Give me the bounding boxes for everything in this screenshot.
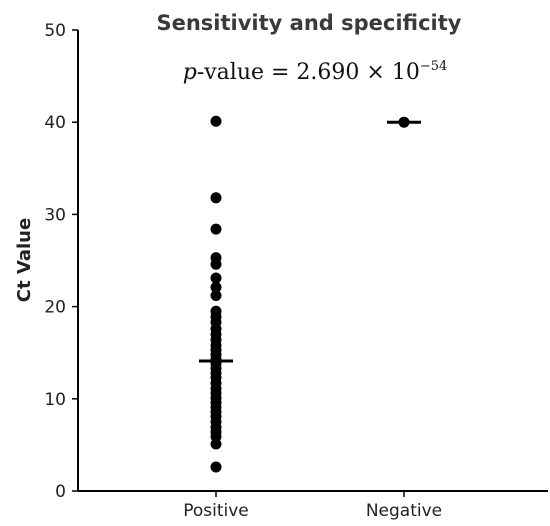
data-point: [210, 192, 222, 204]
data-point: [210, 115, 222, 127]
data-point: [210, 272, 222, 284]
p-value-exponent: −54: [420, 59, 447, 74]
data-point: [210, 438, 222, 450]
x-tick-label: Positive: [183, 501, 249, 521]
p-value-text: -value = 2.690 × 10: [197, 60, 420, 85]
x-tick-label: Negative: [366, 501, 442, 521]
y-tick-label: 0: [55, 482, 66, 502]
p-symbol: p: [183, 60, 197, 85]
y-tick-label: 20: [44, 298, 66, 318]
data-point: [210, 281, 222, 293]
data-point: [210, 290, 222, 302]
plot-area: 0 10 20 30 40 50 Positive Negative: [44, 21, 548, 521]
data-point: [210, 461, 222, 473]
p-value-annotation: p-value = 2.690 × 10−54: [183, 59, 448, 85]
data-point: [210, 223, 222, 235]
y-tick-label: 50: [44, 21, 66, 41]
y-tick-label: 10: [44, 390, 66, 410]
y-tick-label: 30: [44, 205, 66, 225]
chart-title: Sensitivity and specificity: [156, 11, 461, 35]
data-point: [210, 258, 222, 270]
y-axis-label: Ct Value: [14, 218, 35, 302]
y-tick-label: 40: [44, 113, 66, 133]
